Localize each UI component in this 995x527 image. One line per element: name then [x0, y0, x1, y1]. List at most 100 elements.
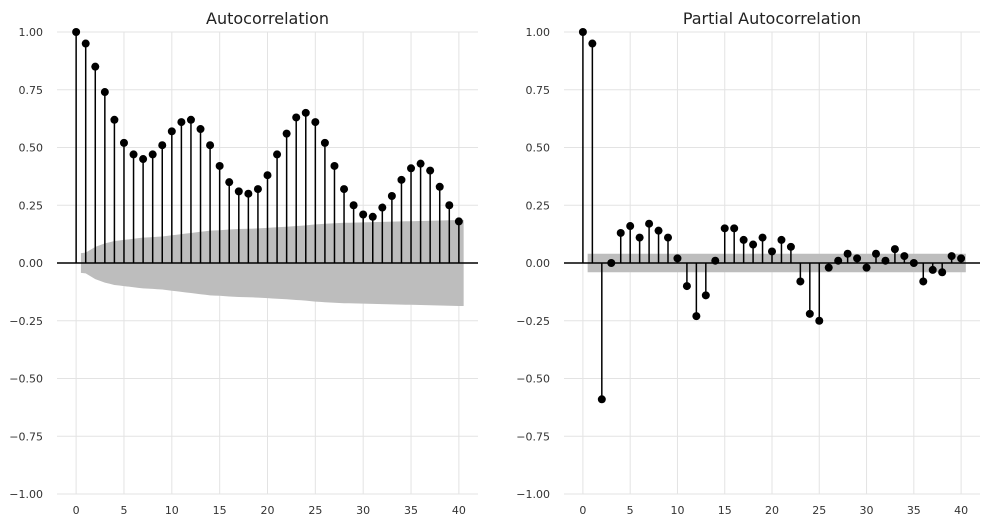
acf-point-lag-27: [330, 161, 339, 170]
pacf-point-lag-21: [777, 235, 786, 244]
acf-point-lag-20: [263, 171, 272, 180]
pacf-panel: Partial Autocorrelation −1.00−0.75−0.50−…: [516, 9, 980, 517]
pacf-point-lag-13: [701, 291, 710, 300]
pacf-x-tick-label: 40: [954, 504, 968, 517]
acf-y-tick-label: −0.50: [9, 373, 43, 386]
pacf-point-lag-34: [900, 252, 909, 261]
acf-x-tick-label: 40: [452, 504, 466, 517]
acf-x-tick-label: 35: [404, 504, 418, 517]
pacf-title: Partial Autocorrelation: [683, 9, 861, 28]
acf-point-lag-23: [292, 113, 301, 122]
acf-point-lag-14: [206, 141, 215, 150]
acf-point-lag-17: [234, 187, 243, 196]
pacf-point-lag-33: [890, 245, 899, 254]
pacf-point-lag-6: [635, 233, 644, 242]
acf-point-lag-31: [368, 212, 377, 221]
acf-point-lag-5: [119, 138, 128, 147]
pacf-y-tick-label: 0.75: [526, 84, 551, 97]
acf-point-lag-34: [397, 175, 406, 184]
pacf-x-tick-label: 5: [627, 504, 634, 517]
acf-point-lag-28: [340, 185, 349, 194]
acf-x-tick-label: 25: [308, 504, 322, 517]
pacf-point-lag-12: [692, 312, 701, 321]
pacf-markers: [578, 28, 966, 404]
pacf-point-lag-11: [682, 282, 691, 291]
acf-point-lag-37: [426, 166, 435, 175]
pacf-point-lag-36: [919, 277, 928, 286]
pacf-y-tick-label: 1.00: [526, 26, 551, 39]
acf-y-tick-label: 0.25: [19, 199, 44, 212]
pacf-point-lag-27: [834, 256, 843, 265]
acf-point-lag-15: [215, 161, 224, 170]
acf-point-lag-33: [387, 192, 396, 201]
acf-point-lag-40: [454, 217, 463, 226]
pacf-point-lag-29: [853, 254, 862, 263]
acf-point-lag-3: [100, 88, 109, 97]
acf-markers: [72, 28, 463, 226]
pacf-y-tick-label: 0.50: [526, 142, 551, 155]
pacf-point-lag-25: [815, 316, 824, 325]
acf-x-tick-label: 20: [261, 504, 275, 517]
acf-point-lag-8: [148, 150, 157, 159]
acf-point-lag-22: [282, 129, 291, 138]
pacf-point-lag-1: [588, 39, 597, 48]
pacf-point-lag-23: [796, 277, 805, 286]
acf-point-lag-16: [225, 178, 234, 187]
acf-point-lag-2: [91, 62, 100, 71]
pacf-point-lag-2: [597, 395, 606, 404]
acf-x-ticks: 0 5 10 15 20 25 30 35 40: [73, 504, 466, 517]
acf-point-lag-6: [129, 150, 138, 159]
acf-point-lag-32: [378, 203, 387, 212]
pacf-point-lag-14: [711, 256, 720, 265]
pacf-point-lag-26: [824, 263, 833, 272]
pacf-y-tick-label: −1.00: [516, 488, 550, 501]
pacf-point-lag-37: [928, 265, 937, 274]
acf-x-tick-label: 15: [213, 504, 227, 517]
acf-stems: [75, 32, 460, 263]
pacf-point-lag-35: [909, 259, 918, 267]
pacf-point-lag-30: [862, 263, 871, 272]
pacf-point-lag-9: [664, 233, 672, 242]
acf-point-lag-18: [244, 189, 253, 198]
acf-y-tick-label: 0.50: [19, 142, 44, 155]
acf-point-lag-24: [301, 108, 310, 117]
pacf-x-tick-label: 0: [579, 504, 586, 517]
acf-y-tick-label: 0.00: [19, 257, 44, 270]
acf-point-lag-4: [110, 115, 119, 124]
pacf-y-tick-label: −0.75: [516, 430, 550, 443]
acf-point-lag-35: [407, 164, 416, 173]
pacf-x-tick-label: 15: [718, 504, 732, 517]
pacf-point-lag-38: [938, 268, 947, 277]
pacf-point-lag-31: [872, 249, 880, 258]
acf-title: Autocorrelation: [206, 9, 329, 28]
acf-point-lag-38: [435, 182, 444, 191]
pacf-y-tick-label: 0.00: [526, 257, 551, 270]
acf-x-tick-label: 10: [165, 504, 179, 517]
pacf-y-ticks: −1.00 −0.75 −0.50 −0.25 0.00 0.25 0.50 0.75 1.00: [516, 26, 550, 501]
acf-point-lag-7: [139, 155, 148, 164]
pacf-point-lag-7: [645, 219, 654, 228]
pacf-x-tick-label: 25: [812, 504, 826, 517]
pacf-y-tick-label: 0.25: [526, 199, 551, 212]
acf-point-lag-21: [273, 150, 282, 159]
pacf-x-tick-label: 30: [860, 504, 874, 517]
acf-point-lag-29: [349, 201, 358, 210]
acf-point-lag-13: [196, 125, 205, 134]
pacf-point-lag-28: [843, 249, 852, 258]
acf-point-lag-9: [158, 141, 167, 150]
acf-point-lag-11: [177, 118, 186, 127]
acf-y-tick-label: 0.75: [19, 84, 44, 97]
acf-x-tick-label: 0: [73, 504, 80, 517]
pacf-point-lag-4: [616, 228, 625, 237]
acf-point-lag-12: [186, 115, 195, 124]
pacf-point-lag-17: [739, 235, 748, 244]
pacf-point-lag-22: [786, 242, 795, 251]
acf-x-tick-label: 5: [120, 504, 127, 517]
acf-y-tick-label: −0.25: [9, 315, 43, 328]
pacf-point-lag-18: [749, 240, 758, 249]
acf-x-tick-label: 30: [356, 504, 370, 517]
pacf-point-lag-19: [758, 233, 767, 242]
pacf-point-lag-39: [947, 252, 956, 261]
pacf-point-lag-40: [957, 254, 966, 263]
